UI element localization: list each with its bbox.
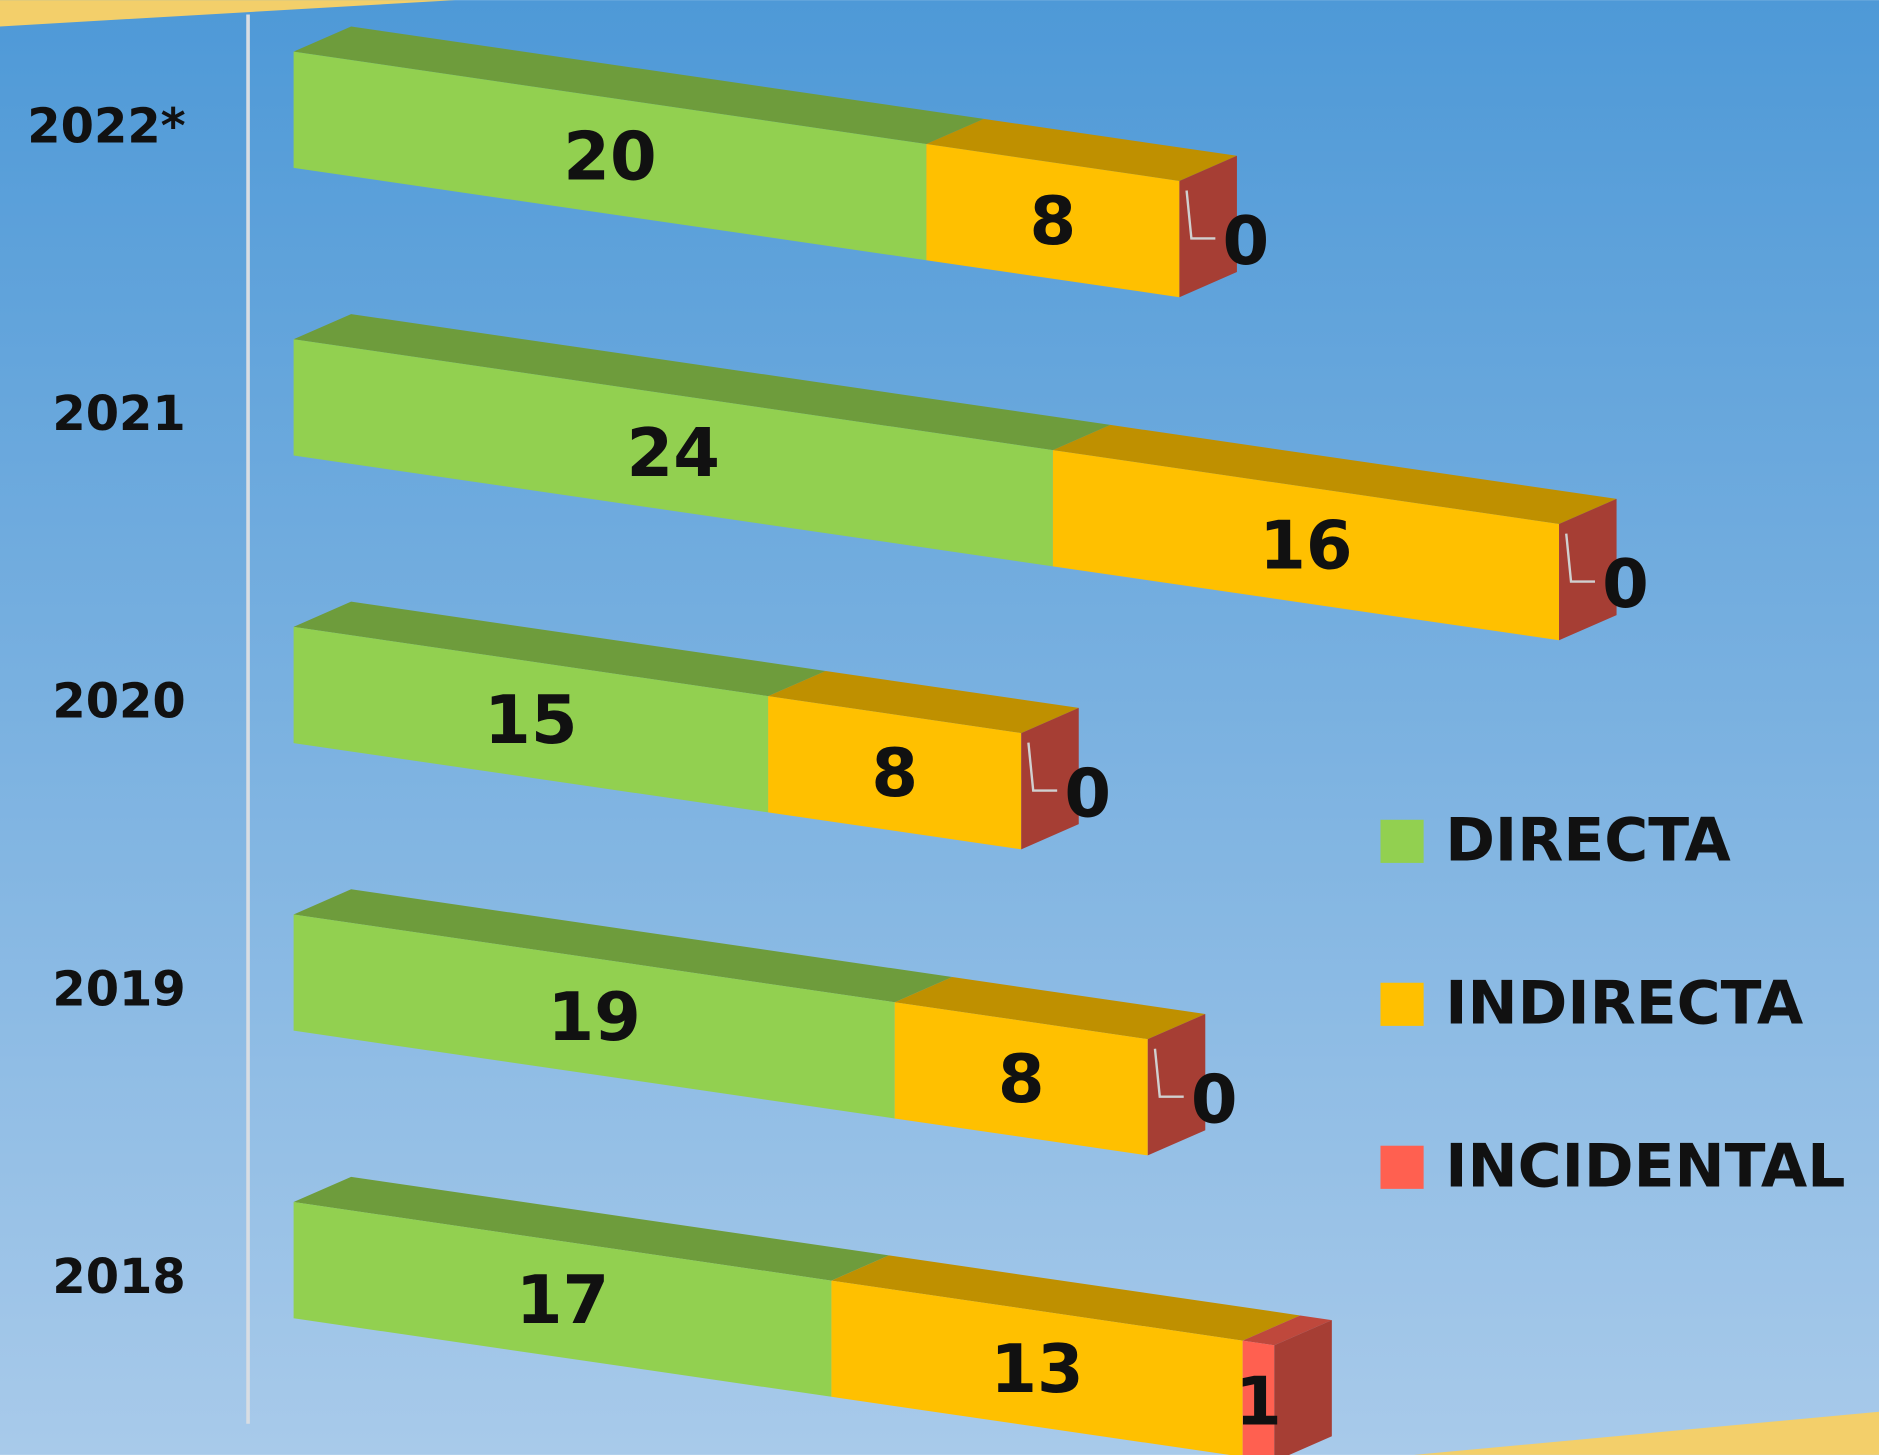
bar-side: [1021, 707, 1079, 850]
legend-swatch: [1380, 819, 1424, 863]
data-label: 8: [998, 1040, 1045, 1118]
bar-top: [293, 601, 826, 697]
legend-label: INCIDENTAL: [1445, 1131, 1845, 1201]
bar-top: [1052, 424, 1617, 524]
bar-side: [1147, 1013, 1206, 1156]
bar-top: [293, 314, 1111, 451]
bar-top: [768, 670, 1079, 734]
bar-segment: [768, 696, 1022, 850]
legend-swatch: [1380, 982, 1424, 1026]
data-label: 0: [1223, 202, 1270, 280]
leader-line: [1565, 533, 1595, 583]
bar-side: [1559, 498, 1617, 641]
data-label: 15: [484, 681, 577, 759]
data-label: 13: [990, 1330, 1083, 1408]
bar-segment: [293, 626, 769, 813]
bar-segment: [293, 1202, 832, 1397]
data-label: 20: [563, 117, 656, 195]
bar-segment: [293, 51, 927, 261]
corner-decoration: [1414, 1411, 1879, 1455]
data-label: 0: [1191, 1060, 1238, 1138]
y-tick-label: 2018: [52, 1250, 185, 1305]
data-label: 8: [1030, 182, 1077, 260]
data-label: 0: [1602, 545, 1649, 623]
bar-top: [293, 889, 953, 1003]
bar-segment: [894, 1002, 1148, 1156]
y-tick-label: 2019: [52, 962, 185, 1017]
bar-segment: [831, 1280, 1243, 1455]
bar-top: [1242, 1315, 1332, 1346]
bar-side: [1179, 155, 1237, 298]
legend-label: DIRECTA: [1445, 805, 1731, 875]
y-tick-label: 2020: [52, 675, 185, 730]
bar-top: [894, 977, 1206, 1040]
bar-top: [293, 26, 984, 145]
legend-swatch: [1380, 1145, 1424, 1189]
leader-line: [1027, 742, 1058, 792]
bar-side: [1274, 1320, 1332, 1455]
data-label: 8: [871, 734, 918, 812]
leader-line: [1153, 1048, 1184, 1098]
bar-top: [831, 1255, 1301, 1341]
bar-segment: [1242, 1340, 1275, 1455]
bar-segment: [293, 339, 1053, 567]
data-label: 1: [1235, 1362, 1282, 1440]
data-label: 24: [627, 414, 720, 492]
data-label: 17: [516, 1261, 609, 1339]
leader-line: [1185, 190, 1216, 240]
data-label: 0: [1064, 754, 1111, 832]
bar-top: [293, 1176, 889, 1281]
legend-label: INDIRECTA: [1445, 968, 1804, 1038]
data-label: 19: [547, 978, 640, 1056]
bar-top: [926, 118, 1237, 181]
y-tick-label: 2022*: [27, 100, 185, 155]
data-label: 16: [1259, 507, 1352, 585]
bar-segment: [926, 144, 1180, 298]
bar-segment: [293, 914, 895, 1119]
bar-segment: [1052, 450, 1560, 641]
y-tick-label: 2021: [52, 387, 185, 442]
